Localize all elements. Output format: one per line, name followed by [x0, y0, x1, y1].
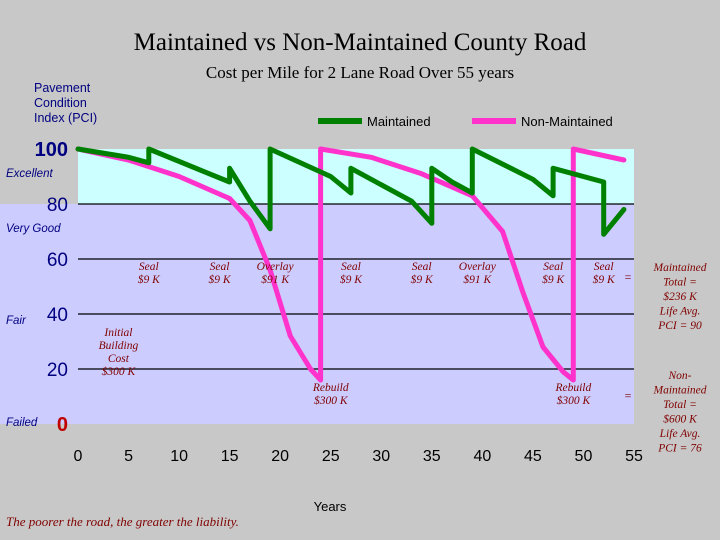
legend: Maintained Non-Maintained	[318, 114, 613, 129]
legend-label-non-maintained: Non-Maintained	[521, 114, 613, 129]
x-tick-label: 0	[74, 448, 83, 465]
series-line-non-maintained	[75, 146, 627, 383]
band-label-very-good: Very Good	[6, 223, 61, 235]
x-tick-labels: 0 5 10 15 20 25 30 35 40 45 50 55	[74, 448, 643, 465]
y-tick-labels: 0 20 40 60 80 100	[35, 139, 68, 436]
annotation-label: Seal $9 K	[209, 261, 232, 286]
x-tick-label: 55	[625, 448, 643, 465]
x-axis-label: Years	[314, 499, 347, 514]
equals-mark: =	[625, 270, 632, 284]
x-tick-label: 15	[221, 448, 239, 465]
annotation-label: Rebuild $300 K	[312, 382, 349, 407]
annotations: Seal $9 K Seal $9 K Overlay $91 K Seal $9 K Seal…	[99, 261, 632, 407]
annotation-label: Seal $9 K	[411, 261, 434, 286]
summaries: Maintained Total = $236 K Life Avg. PCI = 90…	[652, 262, 706, 455]
series-lines	[75, 146, 627, 383]
annotation-label: Rebuild $300 K	[554, 382, 591, 407]
x-tick-label: 30	[372, 448, 390, 465]
annotation-label: Overlay $91 K	[459, 261, 497, 286]
annotation-label: Seal $9 K	[542, 261, 565, 286]
annotation-label: Seal $9 K	[138, 261, 161, 286]
band-label-failed: Failed	[6, 417, 38, 429]
summary-block: Non-Maintained Total = $600 K Life Avg. PCI …	[652, 370, 706, 455]
y-axis-label: Pavement Condition Index (PCI)	[34, 81, 97, 125]
y-tick-label: 20	[47, 360, 68, 381]
y-tick-label: 80	[47, 195, 68, 216]
series-line-maintained	[75, 146, 627, 237]
legend-label-maintained: Maintained	[367, 114, 431, 129]
y-tick-label: 100	[35, 139, 68, 161]
x-tick-label: 35	[423, 448, 441, 465]
summary-block: Maintained Total = $236 K Life Avg. PCI = 90	[652, 262, 706, 332]
chart-title: Maintained vs Non-Maintained County Road	[134, 29, 587, 56]
band-label-excellent: Excellent	[6, 168, 53, 180]
x-tick-label: 25	[322, 448, 340, 465]
annotation-label: Seal $9 K	[340, 261, 363, 286]
annotation-label: Overlay $91 K	[257, 261, 295, 286]
footnote: The poorer the road, the greater the lia…	[6, 514, 239, 529]
x-tick-label: 5	[124, 448, 133, 465]
annotation-label: Initial Building Cost $300 K	[99, 327, 139, 378]
y-tick-label: 60	[47, 250, 68, 271]
annotation-label: Seal $9 K	[593, 261, 616, 286]
x-tick-label: 45	[524, 448, 542, 465]
band-label-fair: Fair	[6, 315, 27, 327]
equals-mark: =	[625, 388, 632, 402]
gridlines	[78, 203, 634, 370]
x-tick-label: 40	[473, 448, 491, 465]
y-tick-label: 40	[47, 305, 68, 326]
y-tick-label: 0	[57, 414, 68, 436]
x-tick-label: 10	[170, 448, 188, 465]
x-tick-label: 20	[271, 448, 289, 465]
x-tick-label: 50	[575, 448, 593, 465]
chart-subtitle: Cost per Mile for 2 Lane Road Over 55 ye…	[206, 63, 514, 82]
